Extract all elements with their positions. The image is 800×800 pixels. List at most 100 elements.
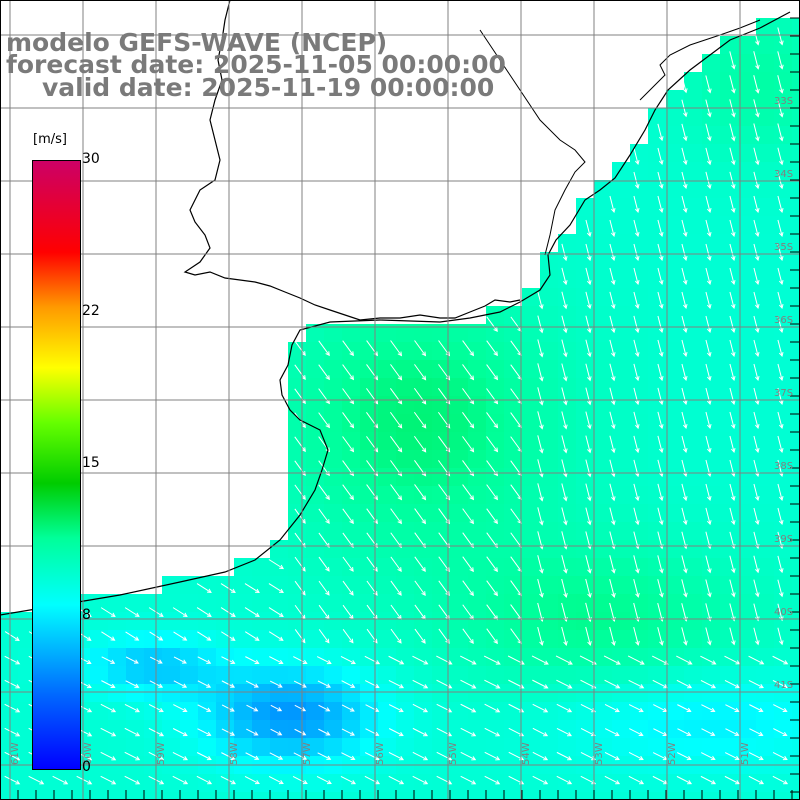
wind-speed-cell xyxy=(342,612,360,630)
wind-speed-cell xyxy=(738,504,756,522)
wind-speed-cell xyxy=(576,486,594,504)
wind-speed-cell xyxy=(126,666,144,684)
wind-speed-cell xyxy=(198,612,216,630)
wind-arrow xyxy=(388,728,404,737)
wind-arrow xyxy=(681,195,688,214)
wind-speed-cell xyxy=(144,720,162,738)
wind-speed-cell xyxy=(414,414,432,432)
wind-speed-cell xyxy=(774,324,792,342)
wind-speed-cell xyxy=(234,720,252,738)
wind-arrow xyxy=(633,291,640,310)
wind-speed-cell xyxy=(126,774,144,792)
wind-speed-cell xyxy=(558,540,576,558)
wind-arrow xyxy=(609,555,616,574)
wind-speed-cell xyxy=(378,612,396,630)
wind-arrow xyxy=(729,387,736,405)
wind-arrow xyxy=(318,580,330,596)
wind-speed-cell xyxy=(576,612,594,630)
wind-arrow xyxy=(657,243,664,262)
wind-speed-cell xyxy=(342,396,360,414)
wind-arrow xyxy=(537,339,544,358)
wind-speed-cell xyxy=(738,630,756,648)
wind-arrow xyxy=(777,411,784,429)
wind-speed-cell xyxy=(648,684,666,702)
wind-speed-cell xyxy=(684,144,702,162)
wind-speed-cell xyxy=(360,522,378,540)
wind-speed-cell xyxy=(738,234,756,252)
wind-speed-cell xyxy=(162,774,180,792)
wind-speed-cell xyxy=(486,684,504,702)
wind-speed-cell xyxy=(90,720,108,738)
wind-speed-cell xyxy=(108,684,126,702)
wind-speed-cell xyxy=(180,738,198,756)
wind-arrow xyxy=(753,363,760,381)
wind-speed-cell xyxy=(774,648,792,666)
wind-arrow xyxy=(604,728,620,737)
wind-speed-cell xyxy=(684,396,702,414)
wind-arrow xyxy=(125,631,140,641)
wind-speed-cell xyxy=(756,450,774,468)
wind-speed-cell xyxy=(306,792,324,800)
wind-speed-cell xyxy=(468,504,486,522)
wind-speed-cell xyxy=(558,324,576,342)
wind-arrow xyxy=(561,315,568,334)
wind-speed-cell xyxy=(468,774,486,792)
wind-arrow xyxy=(412,679,429,689)
wind-arrow xyxy=(777,243,784,261)
wind-speed-cell xyxy=(450,360,468,378)
wind-speed-cell xyxy=(558,270,576,288)
wind-speed-cell xyxy=(558,396,576,414)
wind-speed-cell xyxy=(522,288,540,306)
wind-speed-cell xyxy=(288,576,306,594)
wind-arrow xyxy=(681,339,688,358)
wind-speed-cell xyxy=(594,342,612,360)
wind-speed-cell xyxy=(450,378,468,396)
wind-speed-cell xyxy=(414,540,432,558)
wind-arrow xyxy=(196,607,212,617)
wind-speed-cell xyxy=(558,378,576,396)
wind-arrow xyxy=(772,752,788,761)
wind-speed-cell xyxy=(702,306,720,324)
wind-speed-cell xyxy=(522,360,540,378)
wind-speed-cell xyxy=(396,378,414,396)
wind-speed-cell xyxy=(288,468,306,486)
wind-speed-cell xyxy=(450,612,468,630)
wind-speed-cell xyxy=(612,486,630,504)
wind-speed-cell xyxy=(270,720,288,738)
wind-speed-cell xyxy=(486,738,504,756)
wind-speed-cell xyxy=(324,540,342,558)
wind-speed-cell xyxy=(594,738,612,756)
colorbar-tick-label: 22 xyxy=(82,303,100,319)
wind-speed-cell xyxy=(342,486,360,504)
wind-speed-cell xyxy=(594,414,612,432)
wind-speed-cell xyxy=(540,702,558,720)
wind-speed-cell xyxy=(648,162,666,180)
wind-speed-cell xyxy=(540,306,558,324)
wind-speed-cell xyxy=(360,720,378,738)
wind-speed-cell xyxy=(648,360,666,378)
wind-arrow xyxy=(628,752,644,761)
wind-speed-cell xyxy=(684,684,702,702)
wind-speed-cell xyxy=(792,252,800,270)
wind-arrow xyxy=(777,147,784,166)
wind-arrow xyxy=(4,631,20,641)
wind-speed-cell xyxy=(324,324,342,342)
wind-speed-cell xyxy=(612,306,630,324)
wind-speed-cell xyxy=(738,306,756,324)
wind-arrow xyxy=(705,387,712,406)
wind-speed-cell xyxy=(72,774,90,792)
wind-speed-cell xyxy=(342,720,360,738)
wind-arrow xyxy=(244,775,260,785)
wind-speed-cell xyxy=(684,792,702,800)
wind-speed-cell xyxy=(648,738,666,756)
wind-speed-cell xyxy=(720,630,738,648)
wind-speed-cell xyxy=(504,486,522,504)
wind-arrow xyxy=(101,631,116,641)
wind-speed-cell xyxy=(270,738,288,756)
wind-arrow xyxy=(777,435,784,453)
wind-arrow xyxy=(729,363,736,381)
wind-speed-cell xyxy=(738,180,756,198)
wind-speed-cell xyxy=(648,414,666,432)
wind-arrow xyxy=(245,752,260,760)
